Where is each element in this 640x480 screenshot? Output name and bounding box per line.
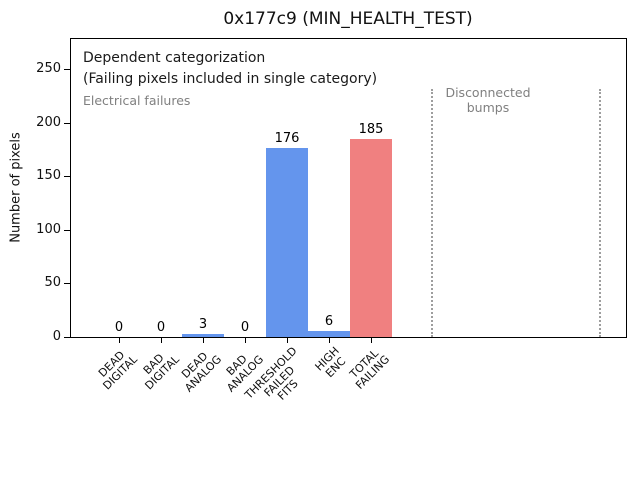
- x-axis-category-label: TOTAL FAILING: [347, 346, 392, 392]
- bar-value-label-4: 176: [274, 131, 300, 146]
- x-axis-category-label: HIGH ENC: [312, 344, 349, 381]
- y-tick-label: 50: [44, 275, 61, 290]
- bar-4: [266, 148, 308, 337]
- bar-6: [350, 139, 392, 337]
- y-tick-label: 250: [36, 61, 61, 76]
- y-tick-label: 150: [36, 168, 61, 183]
- bar-2: [182, 334, 224, 337]
- bar-value-label-3: 0: [240, 320, 250, 335]
- y-tick-label: 100: [36, 222, 61, 237]
- bar-value-label-5: 6: [324, 314, 334, 329]
- electrical-failures-label: Electrical failures: [83, 93, 191, 108]
- x-tick-mark: [244, 338, 246, 343]
- x-tick-mark: [370, 338, 372, 343]
- bar-value-label-2: 3: [198, 317, 208, 332]
- y-tick-mark: [64, 122, 70, 124]
- region-divider-line-right: [599, 89, 601, 337]
- y-tick-mark: [64, 175, 70, 177]
- y-tick-mark: [64, 68, 70, 70]
- x-tick-mark: [286, 338, 288, 343]
- x-axis-category-label: DEAD DIGITAL: [95, 348, 140, 393]
- bar-5: [308, 331, 350, 337]
- plot-area: Dependent categorization (Failing pixels…: [36, 38, 627, 403]
- disconnected-bumps-label: Disconnected bumps: [445, 85, 531, 115]
- x-tick-mark: [328, 338, 330, 343]
- x-axis-category-label: BAD DIGITAL: [140, 351, 182, 393]
- x-axis-category-label: DEAD ANALOG: [178, 349, 224, 395]
- bar-value-label-0: 0: [114, 320, 124, 335]
- y-tick-label: 200: [36, 115, 61, 130]
- x-tick-mark: [202, 338, 204, 343]
- x-tick-mark: [118, 338, 120, 343]
- y-tick-mark: [64, 336, 70, 338]
- y-tick-mark: [64, 282, 70, 284]
- y-tick-mark: [64, 229, 70, 231]
- bar-value-label-6: 185: [358, 122, 384, 137]
- chart-title: 0x177c9 (MIN_HEALTH_TEST): [223, 9, 473, 29]
- x-tick-mark: [160, 338, 162, 343]
- y-tick-label: 0: [52, 329, 61, 344]
- region-divider-line-left: [431, 89, 433, 337]
- dependent-categorization-note: Dependent categorization (Failing pixels…: [83, 50, 378, 87]
- bar-value-label-1: 0: [156, 320, 166, 335]
